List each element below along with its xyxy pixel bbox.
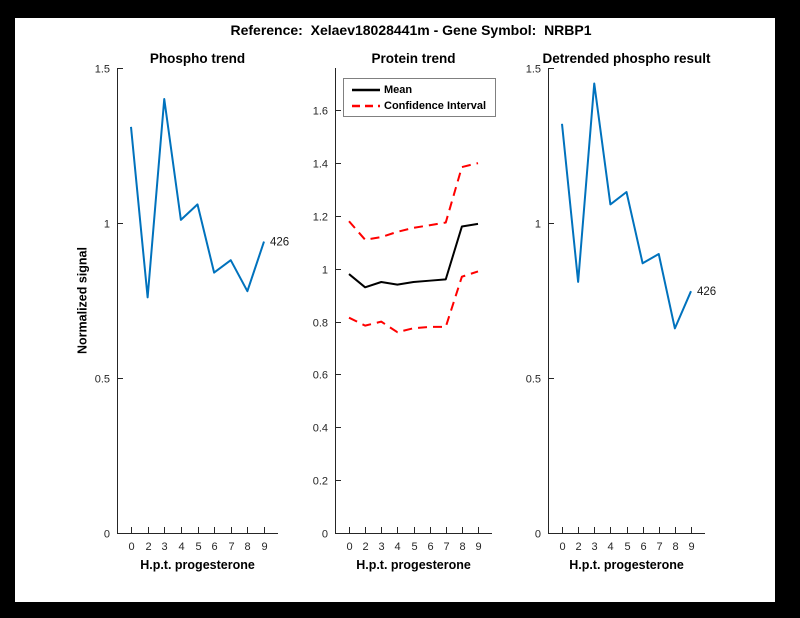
x-tick-label: 3 (161, 541, 167, 553)
y-tick-label: 1.4 (313, 159, 328, 171)
x-tick-label: 4 (607, 541, 613, 553)
series-confidence-lower (348, 270, 479, 334)
y-tick-label: 0.6 (313, 370, 328, 382)
subplot-2: 00.20.40.60.811.21.41.60 2 3 4 5 6 7 8 9 (313, 68, 492, 553)
x-tick-label: 9 (261, 541, 267, 553)
legend: Mean Confidence Interval (343, 78, 496, 117)
endpoint-label: 426 (697, 286, 716, 298)
x-tick-label: 5 (624, 541, 630, 553)
series-phospho-signal (130, 98, 265, 299)
y-tick-label: 1 (322, 265, 328, 277)
legend-line-sample-mean (352, 88, 380, 91)
y-tick-label: 1 (535, 219, 541, 231)
plot-area: 00.511.50 2 3 4 5 6 7 8 942600.20.40.60.811.21.4… (95, 64, 716, 554)
endpoint-label: 426 (270, 237, 289, 249)
y-tick-label: 0.4 (313, 423, 328, 435)
y-tick-label: 0.8 (313, 318, 328, 330)
x-tick-label: 0 (559, 541, 565, 553)
x-tick-label: 2 (145, 541, 151, 553)
x-tick-label: 6 (211, 541, 217, 553)
x-tick-label: 7 (228, 541, 234, 553)
y-tick-label: 1.6 (313, 106, 328, 118)
x-tick-label: 2 (362, 541, 368, 553)
legend-label-confidence-interval: Confidence Interval (384, 99, 487, 112)
y-tick-label: 0.5 (95, 374, 110, 386)
series-mean (348, 222, 479, 289)
x-tick-label: 0 (128, 541, 134, 553)
subplot-title-protein-trend: Protein trend (371, 51, 456, 66)
y-tick-label: 1 (104, 219, 110, 231)
figure-title: Reference: Xelaev18028441m - Gene Symbol… (230, 22, 592, 38)
x-tick-label: 9 (475, 541, 481, 553)
y-tick-label: 0 (322, 529, 328, 541)
x-tick-label: 7 (443, 541, 449, 553)
y-tick-label: 0.5 (526, 374, 541, 386)
subplot-title-phospho-trend: Phospho trend (149, 51, 246, 66)
x-tick-label: 8 (672, 541, 678, 553)
x-tick-label: 9 (688, 541, 694, 553)
y-tick-label: 0 (104, 529, 110, 541)
y-tick-label: 1.2 (313, 212, 328, 224)
x-tick-label: 5 (195, 541, 201, 553)
figure-canvas: Reference: Xelaev18028441m - Gene Symbol… (15, 18, 775, 602)
x-axis-label-1: H.p.t. progesterone (140, 558, 255, 572)
series-detrended-phospho (561, 82, 692, 330)
x-tick-label: 5 (411, 541, 417, 553)
x-axis-label-2: H.p.t. progesterone (356, 558, 471, 572)
y-tick-label: 1.5 (95, 64, 110, 76)
subplot-title-detrended-phospho: Detrended phospho result (542, 51, 711, 66)
x-tick-label: 4 (178, 541, 184, 553)
x-tick-label: 8 (244, 541, 250, 553)
y-tick-label: 0.2 (313, 476, 328, 488)
x-tick-label: 0 (346, 541, 352, 553)
y-tick-label: 1.5 (526, 64, 541, 76)
x-tick-label: 6 (640, 541, 646, 553)
legend-item-mean: Mean (352, 82, 495, 97)
x-tick-label: 3 (591, 541, 597, 553)
y-tick-label: 0 (535, 529, 541, 541)
x-tick-label: 7 (656, 541, 662, 553)
series-confidence-upper (348, 162, 479, 241)
legend-item-confidence-interval: Confidence Interval (352, 98, 495, 113)
legend-label-mean: Mean (384, 83, 413, 96)
x-tick-label: 4 (394, 541, 400, 553)
x-axis-label-3: H.p.t. progesterone (569, 558, 684, 572)
x-tick-label: 2 (575, 541, 581, 553)
x-tick-label: 8 (459, 541, 465, 553)
legend-line-sample-confidence-interval (352, 104, 380, 107)
x-tick-label: 6 (427, 541, 433, 553)
x-tick-label: 3 (378, 541, 384, 553)
